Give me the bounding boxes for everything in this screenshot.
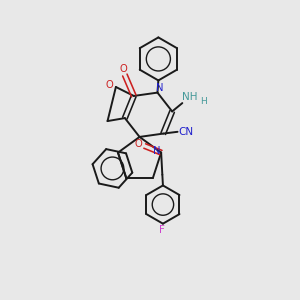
Text: N: N <box>153 146 160 156</box>
Text: CN: CN <box>178 127 194 137</box>
Text: O: O <box>135 139 142 148</box>
Text: NH: NH <box>182 92 198 102</box>
Text: N: N <box>156 83 164 93</box>
Text: O: O <box>120 64 128 74</box>
Text: H: H <box>200 97 207 106</box>
Text: F: F <box>159 225 165 235</box>
Text: O: O <box>105 80 113 90</box>
